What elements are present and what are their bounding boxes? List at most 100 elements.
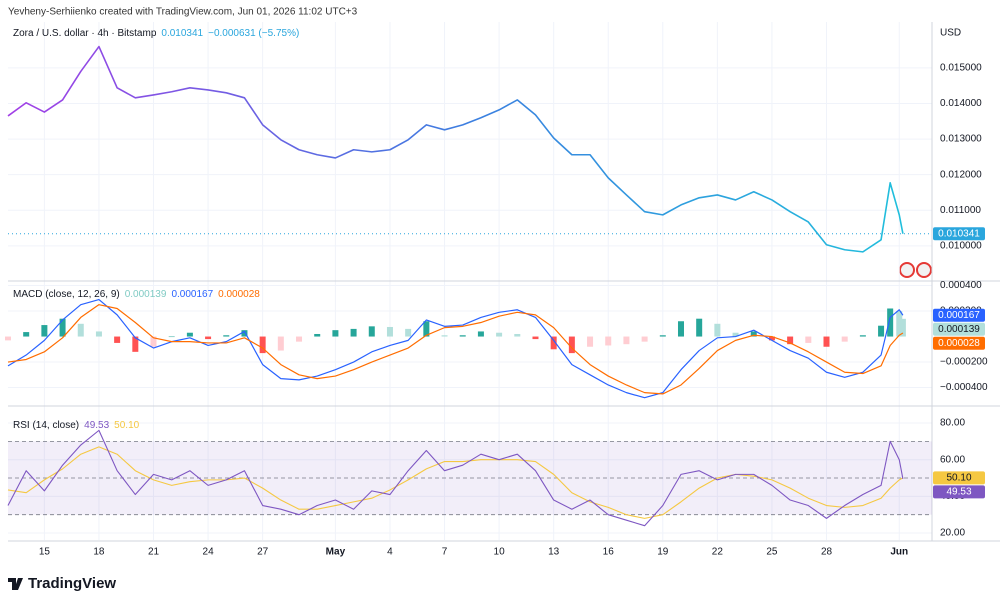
histogram-bar [750,331,757,337]
legend-value: 50.10 [114,420,139,431]
y-tick-label: −0.000400 [940,382,988,393]
histogram-bar [223,335,230,337]
histogram-bar [114,336,121,343]
pane-title: RSI (14, close) [13,420,79,431]
y-tick-label: 0.010000 [940,240,982,251]
event-icon [916,262,932,278]
histogram-bar [314,333,321,337]
histogram-bar [732,332,739,337]
pane-title: Zora / U.S. dollar · 4h · Bitstamp [13,28,157,39]
price-badge [933,308,985,322]
price-badge [933,485,985,499]
x-tick-label: 7 [442,547,448,558]
logo-mark [8,578,23,590]
histogram-bar [568,336,575,354]
price-badge [933,336,985,350]
y-tick-label: 0.014000 [940,98,982,109]
price-badge-label: 0.010341 [938,228,980,239]
price-badge [933,471,985,485]
histogram-bar [296,336,303,342]
histogram-bar [368,326,375,337]
histogram-bar [277,336,284,351]
header-text: Yevheny-Serhiienko created with TradingV… [8,7,358,18]
price-badge-label: 0.000028 [938,338,980,349]
histogram-bar [441,335,448,337]
x-tick-label: 21 [148,547,160,558]
histogram-bar [405,328,412,337]
legend-value: −0.000631 (−5.75%) [208,28,299,39]
flag-icons [899,262,932,278]
histogram-bar [241,330,248,337]
histogram-bar [186,332,193,337]
pane-title: MACD (close, 12, 26, 9) [13,289,120,300]
logo: TradingView [8,575,116,592]
x-tick-label: Jun [890,547,908,558]
price-badge-label: 0.000139 [938,324,980,335]
histogram-bar [459,335,466,337]
x-tick-label: 25 [766,547,778,558]
histogram-bar [95,331,102,337]
macd-line [7,298,904,399]
histogram-bar [259,336,266,354]
histogram-bar [768,336,775,341]
y-tick-label: 20.00 [940,528,965,539]
rsi-line [7,429,904,527]
y-tick-label: 0.015000 [940,63,982,74]
price-line [7,45,904,253]
price-badge [933,322,985,336]
histogram-bar [168,336,175,338]
histogram-bar [587,336,594,347]
pane-legend: RSI (14, close) 49.53 50.10 [13,420,140,431]
histogram-bar [623,336,630,345]
y-tick-label: −0.000200 [940,357,988,368]
histogram-bar [41,325,48,337]
histogram-bar [350,328,357,337]
x-tick-label: 15 [39,547,51,558]
x-tick-label: 22 [712,547,724,558]
x-tick-label: 19 [657,547,669,558]
histogram-bar [423,321,430,337]
x-tick-label: 16 [603,547,615,558]
x-tick-label: 24 [203,547,215,558]
pane-legend: Zora / U.S. dollar · 4h · Bitstamp 0.0103… [13,28,299,39]
x-tick-label: 18 [93,547,105,558]
histogram-bar [659,335,666,337]
x-tick-label: 4 [387,547,393,558]
histogram-bar [899,318,906,337]
y-tick-label: 0.012000 [940,169,982,180]
histogram-bar [896,311,903,337]
histogram-bar [787,336,794,345]
histogram-bar [859,335,866,337]
histogram-bar [841,336,848,342]
y-tick-label: 0.013000 [940,134,982,145]
x-tick-label: 27 [257,547,269,558]
price-badge [933,227,985,241]
histogram-bar [641,336,648,342]
histogram-bar [332,330,339,337]
y-tick-label: 60.00 [940,454,965,465]
histogram-bar [677,321,684,337]
x-tick-label: May [326,547,346,558]
logo-text: TradingView [28,575,116,592]
price-badge-label: 0.000167 [938,310,980,321]
x-tick-label: 10 [494,547,506,558]
legend-value: 0.010341 [161,28,203,39]
histogram-bar [823,336,830,347]
histogram-bar [205,336,212,340]
histogram-bar [532,336,539,340]
event-icon [899,262,915,278]
y-axis-label: USD [940,28,961,39]
histogram-bar [696,318,703,337]
histogram-bar [386,326,393,337]
histogram-bar [23,332,30,337]
pane-legend: MACD (close, 12, 26, 9) 0.000139 0.000167 0… [13,289,260,300]
y-tick-label: 0.000400 [940,280,982,291]
histogram-bar [496,332,503,337]
y-tick-label: 80.00 [940,418,965,429]
signal-line [7,304,904,395]
histogram-bar [805,336,812,343]
histogram-bar [550,336,557,350]
